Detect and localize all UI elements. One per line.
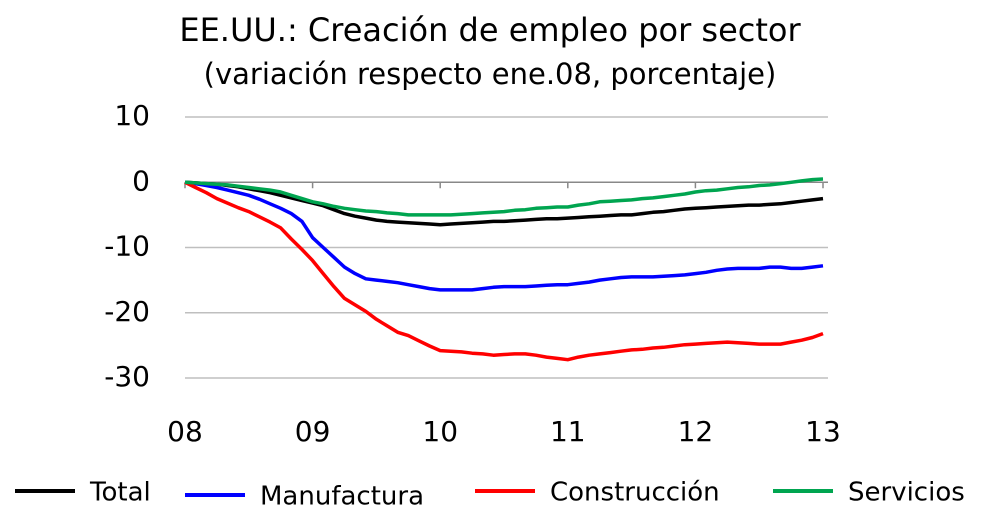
series-line <box>184 180 824 227</box>
legend-label: Construcción <box>550 478 720 508</box>
series-line <box>184 180 824 362</box>
y-tick-label: 10 <box>114 99 150 132</box>
legend-label: Total <box>89 478 151 508</box>
legend-label: Manufactura <box>260 482 424 512</box>
x-tick-label: 10 <box>422 415 458 448</box>
series-line <box>184 177 824 217</box>
x-tick-label: 13 <box>805 415 841 448</box>
x-tick-label: 09 <box>295 415 331 448</box>
x-tick-label: 11 <box>550 415 586 448</box>
x-tick-label: 08 <box>167 415 203 448</box>
series-line <box>184 180 824 292</box>
legend-label: Servicios <box>848 478 965 508</box>
y-tick-label: -20 <box>104 295 150 328</box>
y-tick-label: -10 <box>104 230 150 263</box>
chart-title: EE.UU.: Creación de empleo por sector <box>179 11 801 49</box>
chart-subtitle: (variación respecto ene.08, porcentaje) <box>204 57 777 91</box>
y-tick-label: 0 <box>132 164 150 197</box>
y-tick-label: -30 <box>104 360 150 393</box>
x-tick-label: 12 <box>678 415 714 448</box>
